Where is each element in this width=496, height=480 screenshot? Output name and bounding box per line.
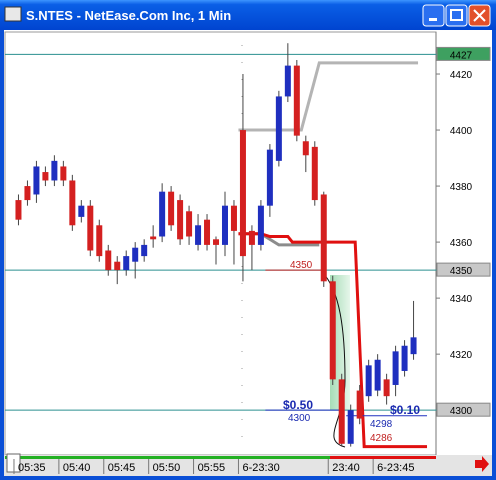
candle-body [239, 130, 246, 257]
candle-body [248, 230, 255, 245]
candle-body [383, 379, 390, 397]
candle-body [302, 141, 309, 156]
candle-body [15, 200, 22, 220]
level-label: 4427 [450, 50, 473, 61]
candle-body [42, 172, 49, 181]
level-label: 4300 [450, 406, 473, 417]
session-strip [330, 456, 436, 459]
scroll-arrow[interactable] [475, 456, 489, 472]
level-box [436, 402, 491, 417]
x-tick-label: 05:40 [63, 462, 91, 474]
candle-body [168, 191, 175, 226]
annotation: 4300 [288, 413, 311, 424]
minimize-button[interactable] [422, 4, 445, 27]
annotation: $0.10 [390, 403, 420, 417]
candle-body [51, 160, 58, 181]
title-bar [0, 0, 496, 30]
candle-body [204, 219, 211, 245]
candle-body [105, 250, 112, 271]
y-tick-label: 4340 [450, 294, 473, 305]
y-tick-label: 4380 [450, 182, 473, 193]
x-tick-label: 05:55 [198, 462, 226, 474]
x-tick-label: 05:35 [18, 462, 46, 474]
x-tick-label: 05:50 [153, 462, 181, 474]
x-tick-label: 6-23:45 [377, 462, 414, 474]
session-strip [5, 456, 330, 459]
candle-body [356, 390, 363, 419]
candle-body [177, 200, 184, 240]
candle-body [132, 247, 139, 262]
candle-body [266, 149, 273, 206]
candle-body [195, 225, 202, 245]
candle-body [24, 186, 31, 201]
candle-body [374, 359, 381, 391]
candle-body [311, 146, 318, 201]
candle-body [284, 65, 291, 97]
x-tick-label: 6-23:30 [242, 462, 279, 474]
candle-body [410, 337, 417, 355]
y-tick-label: 4320 [450, 350, 473, 361]
candle-body [257, 205, 264, 245]
candle-body [365, 365, 372, 397]
candle-body [186, 211, 193, 237]
candle-body [114, 261, 121, 271]
y-tick-label: 4400 [450, 126, 473, 137]
annotation: 4286 [370, 433, 393, 444]
candle-body [338, 379, 345, 444]
annotation: 4350 [290, 260, 313, 271]
candle-body [141, 244, 148, 257]
candle-body [275, 96, 282, 161]
close-icon [473, 9, 486, 22]
minimize-icon [429, 18, 437, 21]
plot-area [4, 31, 437, 456]
candle-body [69, 180, 76, 226]
y-tick-label: 4420 [450, 70, 473, 81]
x-tick-label: 05:45 [108, 462, 136, 474]
candle-body [78, 205, 85, 217]
annotation: $0.50 [283, 398, 313, 412]
candle-body [60, 166, 67, 181]
candle-body [221, 205, 228, 245]
window-title: S.NTES - NetEase.Com Inc, 1 Min [26, 8, 231, 23]
candle-body [123, 256, 130, 271]
candle-body [320, 194, 327, 282]
candle-body [392, 351, 399, 385]
level-box [436, 46, 491, 61]
app-icon[interactable] [4, 6, 22, 22]
candle-body [159, 191, 166, 237]
step-line [238, 61, 419, 132]
level-label: 4350 [450, 266, 473, 277]
candle-body [401, 345, 408, 371]
candle-body [230, 205, 237, 231]
candle-body [213, 239, 220, 245]
x-tick-label: 23:40 [332, 462, 360, 474]
candle-body [150, 236, 157, 240]
maximize-icon [450, 9, 463, 21]
maximize-button[interactable] [445, 4, 468, 27]
candle-body [96, 225, 103, 257]
y-tick-label: 4360 [450, 238, 473, 249]
time-axis-bar [4, 455, 492, 476]
candle-body [33, 166, 40, 195]
candle-body [293, 65, 300, 136]
candle-body [329, 281, 336, 380]
candle-body [347, 410, 354, 444]
annotation: 4298 [370, 419, 393, 430]
candle-body [87, 205, 94, 251]
level-box [436, 262, 491, 277]
